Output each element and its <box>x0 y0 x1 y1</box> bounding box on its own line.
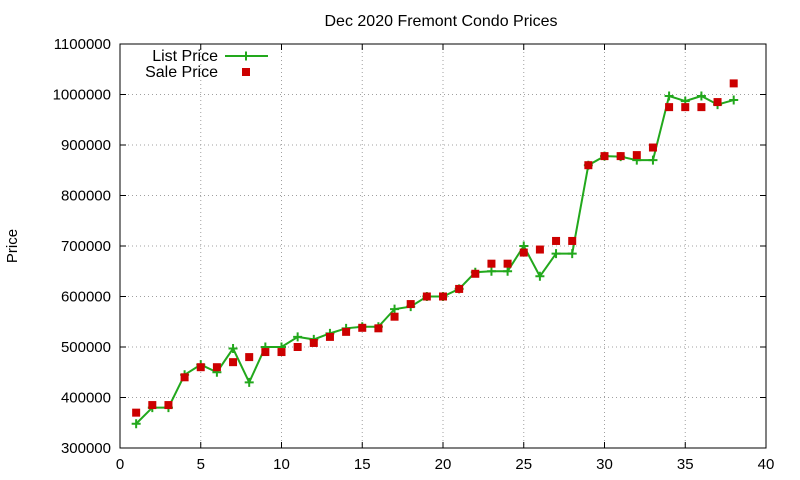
list-price-point <box>696 91 706 101</box>
list-price-point <box>390 304 400 314</box>
axis-ticks: 300000 400000 500000 600000 700000 800000 9000… <box>53 36 775 473</box>
y-axis-label: Price <box>4 229 21 263</box>
list-price-point <box>729 95 739 105</box>
sale-price-point <box>390 312 399 321</box>
list-price-point <box>486 266 496 276</box>
y-tick-label: 300000 <box>61 440 111 457</box>
list-price-point <box>293 332 303 342</box>
sale-price-point <box>552 236 561 245</box>
list-price-point <box>567 249 577 259</box>
sale-price-point <box>342 327 351 336</box>
chart-title: Dec 2020 Fremont Condo Prices <box>325 13 558 30</box>
sale-price-point <box>503 259 512 268</box>
x-tick-label: 25 <box>515 456 532 473</box>
sale-price-point <box>535 245 544 254</box>
sale-price-point <box>616 152 625 161</box>
x-tick-label: 30 <box>596 456 613 473</box>
sale-price-point <box>519 248 528 257</box>
sale-price-point <box>132 408 141 417</box>
list-price-point <box>648 155 658 165</box>
y-tick-label: 400000 <box>61 390 111 407</box>
list-price-point <box>503 266 513 276</box>
sale-price-point <box>309 338 318 347</box>
sale-price-point <box>568 236 577 245</box>
sale-price-point <box>293 343 302 351</box>
sale-price-point <box>212 363 221 372</box>
list-price-point <box>535 271 545 281</box>
y-tick-label: 1100000 <box>54 36 111 53</box>
sale-price-point <box>261 348 270 357</box>
x-tick-label: 35 <box>677 456 694 473</box>
y-tick-label: 800000 <box>61 188 111 205</box>
legend-marker-sale-price <box>242 68 250 76</box>
x-tick-label: 10 <box>273 456 290 473</box>
series <box>131 79 739 429</box>
x-tick-label: 40 <box>758 456 775 473</box>
y-tick-label: 500000 <box>61 339 111 356</box>
legend: List Price Sale Price <box>145 48 268 81</box>
sale-price-point <box>455 284 464 293</box>
x-tick-label: 20 <box>435 456 452 473</box>
list-price-point <box>244 377 254 387</box>
sale-price-point <box>245 353 254 362</box>
legend-label-list-price: List Price <box>152 48 218 65</box>
sale-price-point <box>196 363 205 372</box>
x-tick-label: 0 <box>116 456 124 473</box>
y-tick-label: 700000 <box>61 238 111 255</box>
sale-price-point <box>648 143 657 152</box>
sale-price-point <box>277 348 286 357</box>
list-price-point <box>664 91 674 101</box>
list-price-point <box>551 249 561 259</box>
sale-price-point <box>471 269 480 278</box>
x-tick-label: 15 <box>354 456 371 473</box>
y-tick-label: 600000 <box>61 289 111 306</box>
sale-price-point <box>713 98 722 107</box>
sale-price-point <box>697 103 706 112</box>
sale-price-point <box>422 292 431 301</box>
sale-price-point <box>632 151 641 160</box>
sale-price-point <box>358 323 367 332</box>
sale-price-point <box>729 79 738 88</box>
sale-price-point <box>148 401 157 410</box>
list-price-point <box>131 419 141 429</box>
y-tick-label: 1000000 <box>53 87 111 104</box>
sale-price-point <box>229 358 238 367</box>
sale-price-point <box>665 103 674 112</box>
sale-price-point <box>600 152 609 161</box>
x-tick-label: 5 <box>197 456 205 473</box>
sale-price-point <box>681 103 690 112</box>
legend-label-sale-price: Sale Price <box>145 64 218 81</box>
y-tick-label: 900000 <box>61 137 111 154</box>
sale-price-point <box>406 300 415 309</box>
grid <box>120 44 766 448</box>
sale-price-point <box>164 401 173 410</box>
sale-price-point <box>325 332 334 341</box>
sale-price-point <box>180 373 189 382</box>
sale-price-point <box>374 324 383 333</box>
sale-price-point <box>439 292 447 301</box>
legend-marker-list-price <box>241 51 251 61</box>
list-price-point <box>228 344 238 354</box>
sale-price-point <box>584 161 593 170</box>
sale-price-point <box>487 259 496 268</box>
